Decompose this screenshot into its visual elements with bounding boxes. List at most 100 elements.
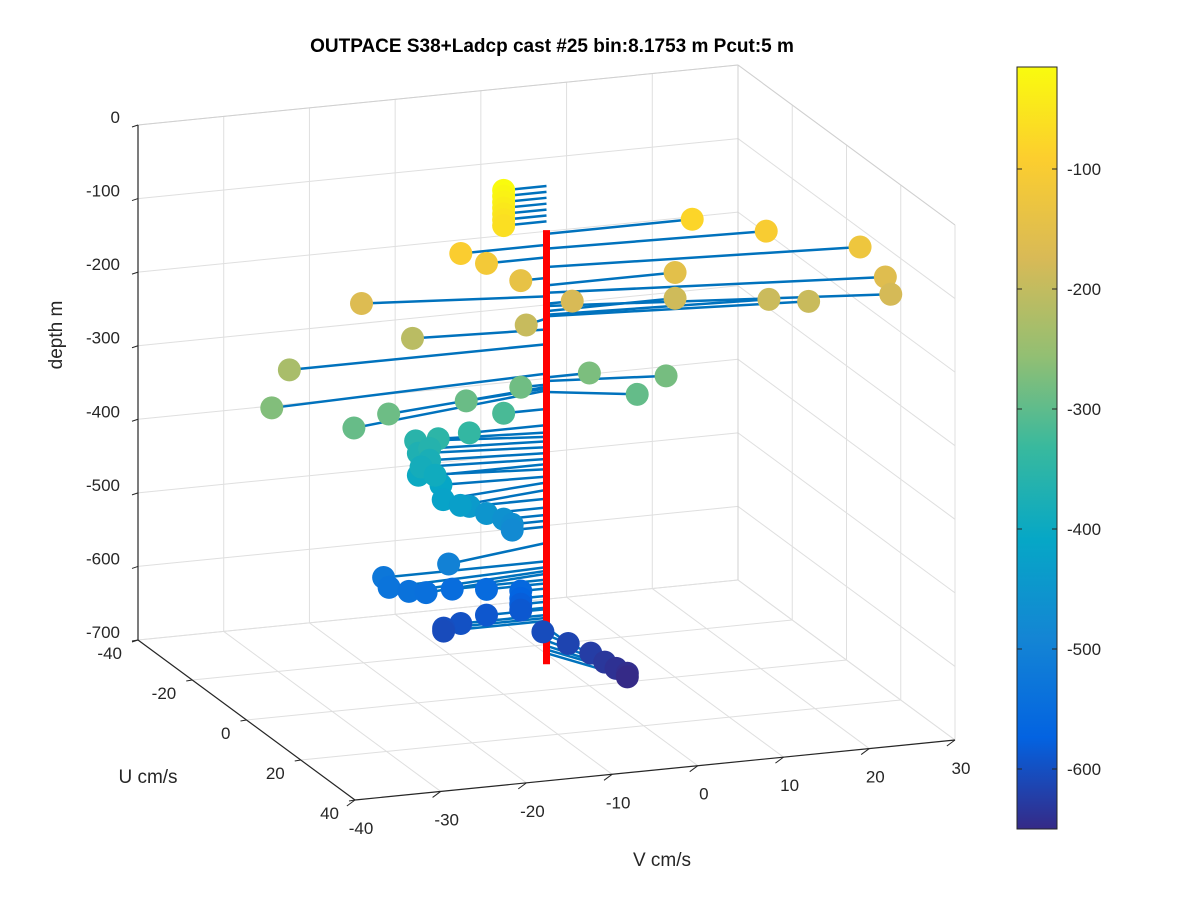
z-tick-label: -700 xyxy=(86,623,120,642)
velocity-stick xyxy=(546,374,667,383)
z-tick-label: -400 xyxy=(86,402,120,421)
velocity-stick xyxy=(546,218,693,236)
side-wall-grid-line xyxy=(737,358,956,520)
box-edge xyxy=(137,64,739,126)
y-tick-label: 0 xyxy=(221,724,230,743)
velocity-stick xyxy=(452,578,547,591)
data-point xyxy=(509,269,533,293)
chart-title: OUTPACE S38+Ladcp cast #25 bin:8.1753 m … xyxy=(310,36,794,57)
velocity-stick xyxy=(546,271,676,287)
x-tick-label: -20 xyxy=(520,802,545,821)
colorbar-tick-label: -300 xyxy=(1067,400,1101,419)
data-point xyxy=(654,364,678,388)
floor-grid-line xyxy=(246,659,847,721)
data-point xyxy=(432,619,456,643)
data-point xyxy=(615,665,639,689)
x-tick-mark xyxy=(432,791,442,798)
z-tick-label: -600 xyxy=(86,549,120,568)
colorbar-tick-label: -100 xyxy=(1067,160,1101,179)
z-tick-label: -200 xyxy=(86,255,120,274)
x-tick-mark xyxy=(860,748,870,755)
colorbar-bar xyxy=(1016,66,1058,830)
data-point xyxy=(260,396,284,420)
box-edge xyxy=(737,64,956,226)
x-axis-line xyxy=(354,739,956,801)
data-point xyxy=(475,603,498,627)
data-point xyxy=(663,286,687,310)
x-tick-mark xyxy=(946,739,956,747)
z-tick-mark xyxy=(131,418,139,422)
back-wall-grid-line xyxy=(137,505,739,567)
data-point xyxy=(509,598,533,622)
colorbar: -100 -200 -300 -400 -500 -600 xyxy=(1016,66,1101,830)
data-point xyxy=(277,358,301,382)
data-point xyxy=(414,581,438,605)
z-tick-label: -300 xyxy=(86,329,120,348)
colorbar-tick-label: -200 xyxy=(1067,280,1101,299)
x-tick-label: -30 xyxy=(434,810,459,829)
data-point xyxy=(492,401,516,425)
velocity-stick xyxy=(546,298,770,317)
y-tick-label: 20 xyxy=(266,764,285,783)
data-point xyxy=(401,326,425,350)
z-tick-mark xyxy=(131,271,139,275)
colorbar-tick-label: -600 xyxy=(1067,760,1101,779)
velocity-stick xyxy=(440,475,547,487)
floor-grid-line xyxy=(300,699,901,761)
data-point xyxy=(342,416,366,440)
x-tick-label: -10 xyxy=(606,793,631,812)
data-point xyxy=(680,207,704,231)
data-point xyxy=(577,361,601,385)
y-tick-mark xyxy=(294,759,301,762)
data-point xyxy=(423,463,447,487)
y-tick-label: 40 xyxy=(320,804,339,823)
x-tick-label: -40 xyxy=(349,819,374,838)
data-point xyxy=(556,631,580,655)
colorbar-tick-label: -500 xyxy=(1067,640,1101,659)
side-wall-grid-line xyxy=(737,138,956,299)
x-tick-mark xyxy=(603,773,613,781)
x-axis-label: V cm/s xyxy=(633,850,691,871)
data-point xyxy=(475,251,498,275)
y-tick-mark xyxy=(240,719,247,722)
y-tick-mark xyxy=(348,799,356,802)
data-point xyxy=(663,261,687,284)
z-axis-label: depth m xyxy=(46,301,67,370)
data-point xyxy=(757,287,781,311)
velocity-stick xyxy=(460,243,547,255)
data-point xyxy=(879,282,903,306)
data-point xyxy=(448,493,472,517)
side-wall-grid-line xyxy=(737,506,956,667)
data-point xyxy=(440,577,464,601)
data-point xyxy=(560,289,584,313)
side-wall-grid-line xyxy=(737,285,956,447)
z-tick-mark xyxy=(131,124,139,128)
back-panes-grid xyxy=(137,64,956,801)
data-point xyxy=(500,518,524,542)
velocity-stick xyxy=(429,451,547,462)
z-tick-mark xyxy=(131,565,139,569)
velocity-stick xyxy=(448,541,547,566)
x-tick-label: 20 xyxy=(866,768,885,787)
back-wall-grid-line xyxy=(137,579,739,641)
velocity-stick xyxy=(546,275,886,294)
axis-ticks: -40 -30 -20 -10 0 10 20 30-40-20020400-100-200-… xyxy=(86,108,970,838)
data-point xyxy=(848,235,872,259)
z-tick-label: -500 xyxy=(86,476,120,495)
x-tick-mark xyxy=(346,799,356,807)
velocity-stick xyxy=(438,431,547,441)
z-tick-mark xyxy=(131,198,139,202)
data-point xyxy=(397,579,421,603)
y-tick-mark xyxy=(186,679,193,682)
velocity-stick xyxy=(546,245,861,269)
velocity-stick xyxy=(460,613,547,625)
z-tick-label: 0 xyxy=(111,108,120,127)
side-wall-grid-line xyxy=(737,579,956,741)
x-tick-mark xyxy=(775,756,784,764)
z-tick-label: -100 xyxy=(86,182,120,201)
data-point xyxy=(625,382,649,406)
data-point xyxy=(492,214,516,238)
colorbar-tick-label: -400 xyxy=(1067,520,1101,539)
